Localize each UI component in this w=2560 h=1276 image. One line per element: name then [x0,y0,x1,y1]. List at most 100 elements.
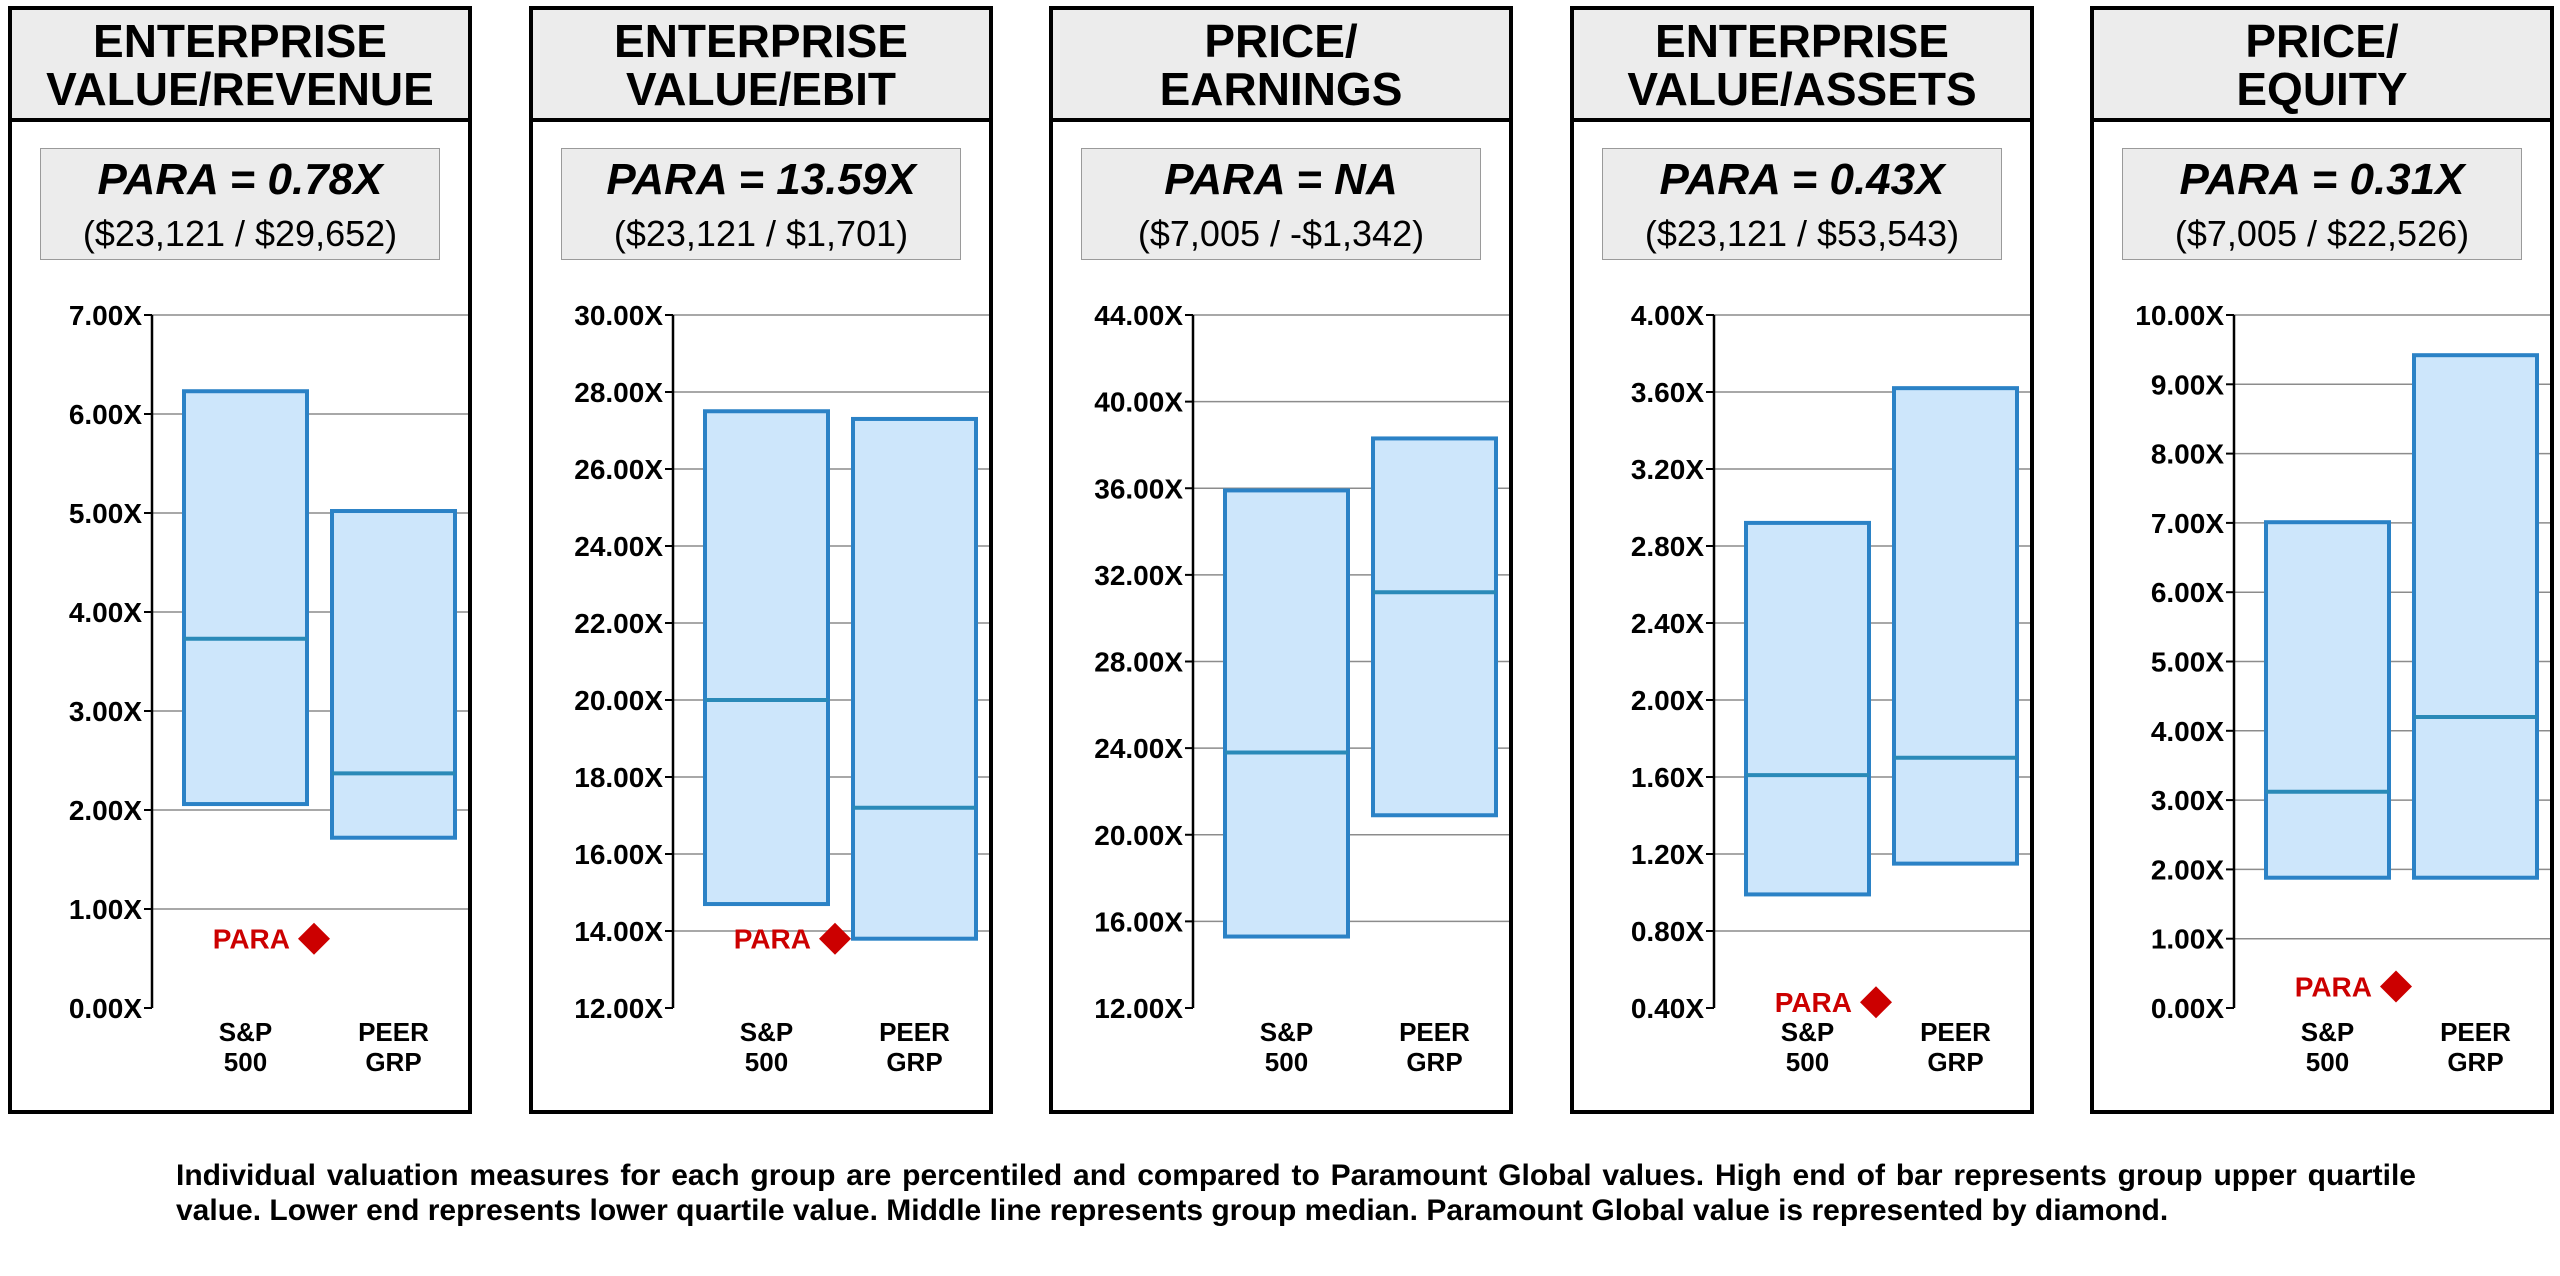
para-calculation: ($23,121 / $1,701) [613,213,909,254]
y-tick-label: 14.00X [574,916,663,947]
panel-4: ENTERPRISE VALUE/ASSETS PARA = 0.43X ($23,… [1570,6,2034,1114]
y-tick-label: 24.00X [574,531,663,562]
category-label: 500 [2306,1047,2349,1077]
para-diamond-marker [1860,986,1892,1019]
para-diamond-marker [298,922,330,955]
y-tick-label: 6.00X [2151,577,2224,608]
para-marker-label: PARA [2295,972,2372,1003]
category-label: GRP [365,1047,421,1077]
y-tick-label: 4.00X [2151,716,2224,747]
y-tick-label: 4.00X [1631,300,1704,331]
category-label: PEER [2440,1017,2511,1047]
y-tick-label: 10.00X [2135,300,2224,331]
panel-header: ENTERPRISE VALUE/EBIT [533,10,989,122]
y-tick-label: 24.00X [1094,733,1183,764]
quartile-box [1223,488,1350,939]
y-tick-label: 3.00X [2151,785,2224,816]
box-s-p-500 [182,389,309,807]
para-value-box: PARA = 0.78X ($23,121 / $29,652) [40,148,440,260]
y-tick-label: 28.00X [1094,647,1183,678]
para-calculation: ($23,121 / $53,543) [1644,213,1960,254]
panel-title: ENTERPRISE VALUE/ASSETS [1627,15,1977,115]
y-tick-label: 16.00X [574,839,663,870]
category-label: GRP [2447,1047,2503,1077]
quartile-box [703,409,830,907]
y-tick-label: 12.00X [574,993,663,1024]
para-value: PARA = 13.59X [606,155,916,204]
para-diamond-marker [819,922,851,955]
category-label: S&P [2301,1017,2354,1047]
quartile-box [1892,386,2019,866]
y-tick-label: 26.00X [574,454,663,485]
box-s-p-500 [1744,520,1871,897]
para-value: PARA = 0.43X [1659,155,1945,204]
para-marker-label: PARA [1775,987,1852,1018]
category-label: PEER [879,1017,950,1047]
para-value-box: PARA = 0.31X ($7,005 / $22,526) [2122,148,2522,260]
footnote: Individual valuation measures for each g… [176,1159,2416,1227]
box-peer-grp [1371,436,1498,818]
quartile-box [2412,353,2539,880]
category-label: 500 [745,1047,788,1077]
y-tick-label: 2.00X [69,795,142,826]
y-tick-label: 5.00X [2151,647,2224,678]
y-tick-label: 20.00X [574,685,663,716]
box-chart: 12.00X 16.00X 20.00X 24.00X 28.00X 32.00X 36.0… [1094,300,1509,1077]
category-label: S&P [1260,1017,1313,1047]
category-label: S&P [1781,1017,1834,1047]
category-label: S&P [740,1017,793,1047]
panel-title: PRICE/ EARNINGS [1159,15,1403,115]
category-label: 500 [1265,1047,1308,1077]
y-tick-label: 9.00X [2151,369,2224,400]
y-tick-label: 36.00X [1094,473,1183,504]
y-tick-label: 18.00X [574,762,663,793]
y-tick-label: 32.00X [1094,560,1183,591]
panel-title: ENTERPRISE VALUE/REVENUE [46,15,434,115]
panel-header: ENTERPRISE VALUE/REVENUE [12,10,468,122]
y-tick-label: 1.60X [1631,762,1704,793]
y-tick-label: 0.00X [2151,993,2224,1024]
para-diamond-marker [2380,970,2412,1003]
y-tick-label: 0.80X [1631,916,1704,947]
para-value: PARA = NA [1164,155,1398,204]
para-value-box: PARA = 0.43X ($23,121 / $53,543) [1602,148,2002,260]
box-chart: 0.00X 1.00X 2.00X 3.00X 4.00X 5.00X 6.00X 7.00X… [69,300,468,1077]
para-calculation: ($7,005 / -$1,342) [1137,213,1425,254]
category-label: GRP [886,1047,942,1077]
y-tick-label: 1.20X [1631,839,1704,870]
category-label: PEER [1399,1017,1470,1047]
category-label: PEER [1920,1017,1991,1047]
y-tick-label: 20.00X [1094,820,1183,851]
panel-header: PRICE/ EARNINGS [1053,10,1509,122]
panel-2: ENTERPRISE VALUE/EBIT PARA = 13.59X ($23,1… [529,6,993,1114]
y-tick-label: 30.00X [574,300,663,331]
para-calculation: ($7,005 / $22,526) [2174,213,2470,254]
y-tick-label: 28.00X [574,377,663,408]
box-chart: 12.00X 14.00X 16.00X 18.00X 20.00X 22.00X 24.0… [574,300,989,1077]
box-peer-grp [851,416,978,941]
y-tick-label: 4.00X [69,597,142,628]
y-tick-label: 44.00X [1094,300,1183,331]
quartile-box [1371,436,1498,818]
panel-header: ENTERPRISE VALUE/ASSETS [1574,10,2030,122]
quartile-box [851,416,978,941]
box-peer-grp [2412,353,2539,880]
quartile-box [182,389,309,807]
panel-1: ENTERPRISE VALUE/REVENUE PARA = 0.78X ($23… [8,6,472,1114]
y-tick-label: 2.40X [1631,608,1704,639]
box-s-p-500 [703,409,830,907]
y-tick-label: 2.00X [1631,685,1704,716]
quartile-box [2264,520,2391,880]
para-value: PARA = 0.78X [97,155,383,204]
panel-header: PRICE/ EQUITY [2094,10,2550,122]
panel-title: PRICE/ EQUITY [2236,15,2408,115]
panel-title: ENTERPRISE VALUE/EBIT [614,15,908,115]
y-tick-label: 1.00X [69,894,142,925]
y-tick-label: 5.00X [69,498,142,529]
y-tick-label: 8.00X [2151,439,2224,470]
y-tick-label: 7.00X [69,300,142,331]
category-label: 500 [1786,1047,1829,1077]
para-calculation: ($23,121 / $29,652) [82,213,398,254]
category-label: S&P [219,1017,272,1047]
y-tick-label: 0.40X [1631,993,1704,1024]
